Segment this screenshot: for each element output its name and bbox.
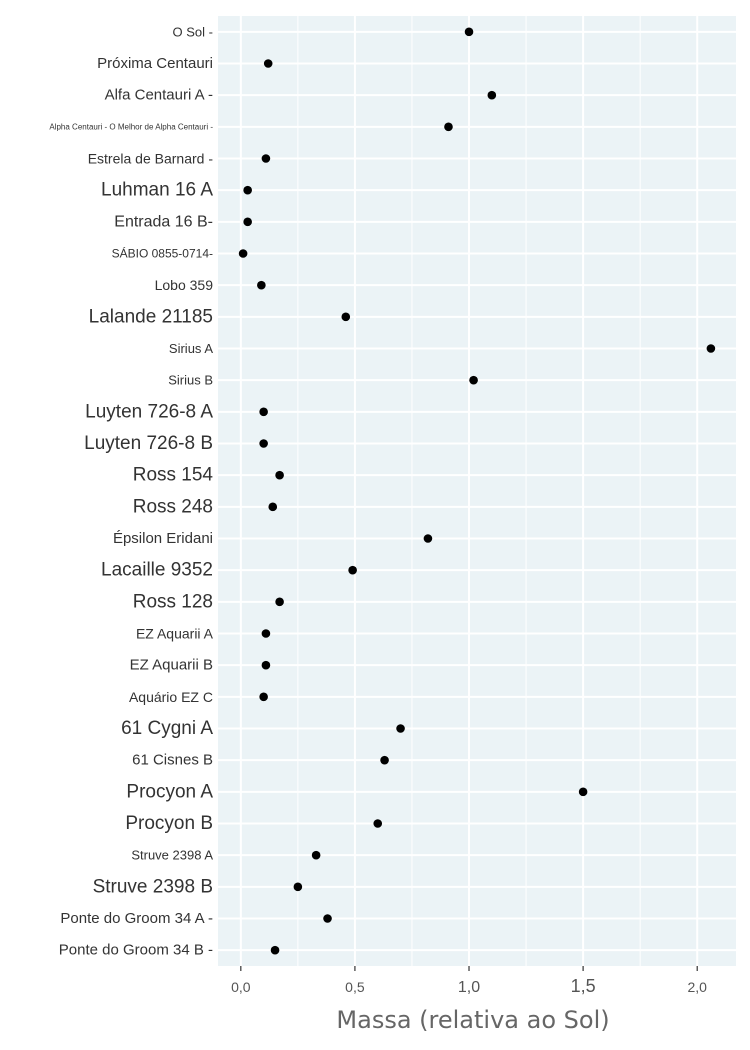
data-point [259,439,268,448]
data-point [261,629,271,638]
y-tick-label: Ponte do Groom 34 A - [60,910,213,927]
x-tick-label: 0,5 [345,979,365,995]
y-tick-label: Procyon B [125,813,213,834]
data-point [444,122,453,132]
data-point [238,249,248,258]
y-tick-label: Luyten 726-8 A [85,401,213,422]
y-tick-label: Estrela de Barnard - [88,151,214,167]
x-axis-label: Massa (relativa ao Sol) [336,1006,609,1034]
plot-panel [218,16,736,966]
data-point [259,692,268,702]
data-point [578,787,588,797]
y-tick-label: Ross 128 [133,591,213,612]
y-tick-label: Ross 248 [133,496,213,517]
data-point [275,470,284,480]
grid-lines [218,16,736,966]
y-tick-label: O Sol - [173,24,213,39]
data-point [270,945,280,955]
x-axis: 0,0 0,5 1,0 1,5 2,0 [231,966,707,996]
data-point [311,850,321,860]
y-tick-label: Procyon A [126,781,213,802]
data-points [238,27,716,955]
y-tick-label: EZ Aquarii A [136,626,214,642]
data-point [341,312,351,322]
y-tick-label: Luhman 16 A [101,180,213,201]
y-axis: O Sol - Próxima Centauri Alfa Centauri A -… [49,24,213,958]
y-tick-label: Entrada 16 B- [114,213,213,230]
data-point [293,882,303,892]
data-point [261,660,271,670]
data-point [263,59,273,68]
data-point [243,185,252,195]
x-tick-label: 2,0 [687,979,707,995]
y-tick-label: Ross 154 [133,465,214,486]
data-point [261,154,271,163]
y-tick-label: Lobo 359 [155,277,214,293]
data-point [396,724,405,733]
y-tick-label: Luyten 726-8 B [84,433,213,454]
y-tick-label: SÁBIO 0855-0714- [112,246,213,261]
data-point [323,914,332,923]
data-point [464,27,474,37]
y-tick-label: 61 Cisnes B [132,752,213,769]
x-tick-label: 1,5 [571,976,596,996]
y-tick-label: 61 Cygni A [121,718,213,739]
y-tick-label: Lacaille 9352 [101,560,213,581]
y-tick-label: Sirius A [169,341,213,356]
y-tick-label: Aquário EZ C [129,689,213,705]
y-tick-label: Épsilon Eridani [113,530,213,547]
y-tick-label: Próxima Centauri [97,55,213,72]
data-point [423,534,433,543]
y-tick-label: Alpha Centauri - O Melhor de Alpha Centa… [49,122,213,131]
data-point [257,280,266,290]
y-tick-label: Struve 2398 B [93,876,213,897]
data-point [487,90,497,100]
y-tick-label: EZ Aquarii B [130,657,213,674]
y-tick-label: Alfa Centauri A - [105,87,213,104]
data-point [373,819,383,828]
y-tick-label: Sirius B [168,373,213,388]
x-tick-label: 1,0 [458,979,480,996]
data-point [243,217,252,227]
data-point [348,565,357,575]
data-point [380,755,389,765]
y-tick-label: Lalande 21185 [89,306,213,327]
data-point [706,344,716,353]
data-point [469,375,478,385]
y-tick-label: Struve 2398 A [131,848,213,863]
x-tick-label: 0,0 [231,979,251,995]
data-point [275,597,284,607]
y-tick-label: Ponte do Groom 34 B - [59,942,213,959]
data-point [259,407,268,417]
data-point [268,502,278,512]
